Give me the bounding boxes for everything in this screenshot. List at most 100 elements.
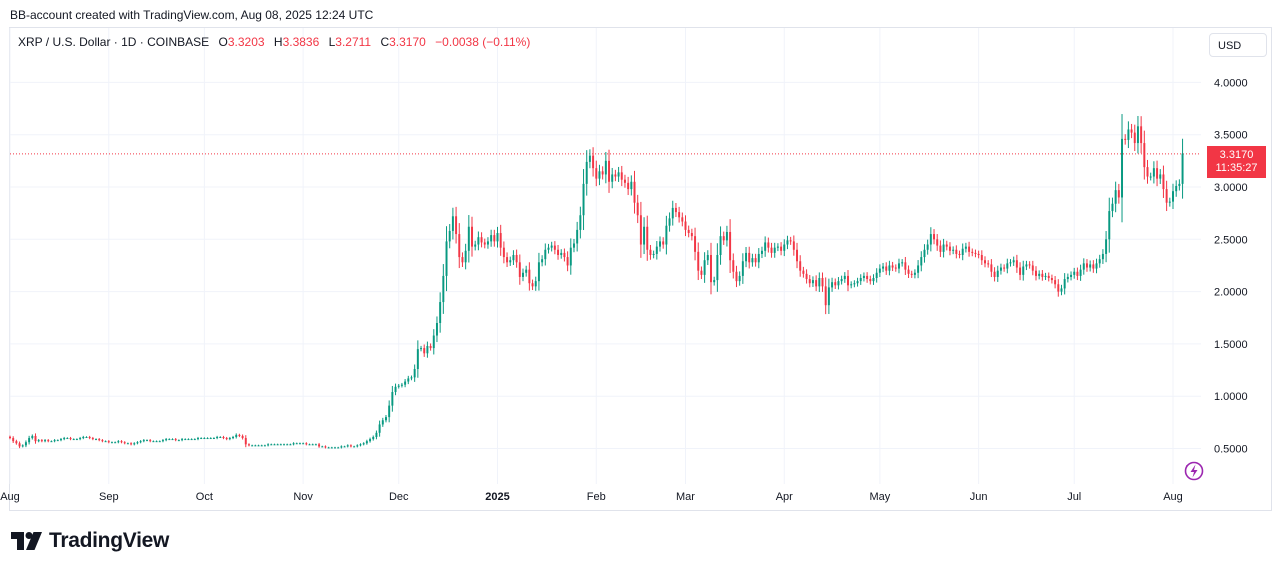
candle[interactable]	[786, 235, 789, 250]
candle[interactable]	[1098, 254, 1101, 268]
candle[interactable]	[426, 341, 429, 358]
candle[interactable]	[923, 244, 926, 263]
candle[interactable]	[987, 260, 990, 268]
candle[interactable]	[378, 420, 381, 437]
candle[interactable]	[974, 249, 977, 258]
candle[interactable]	[1162, 165, 1165, 198]
candle[interactable]	[1146, 159, 1149, 184]
candle[interactable]	[1165, 180, 1168, 212]
candle[interactable]	[948, 242, 951, 256]
candle[interactable]	[1108, 197, 1111, 253]
candle[interactable]	[764, 236, 767, 257]
candle[interactable]	[611, 167, 614, 189]
candle[interactable]	[464, 243, 467, 270]
candle[interactable]	[789, 236, 792, 245]
candle[interactable]	[1079, 264, 1082, 281]
candle[interactable]	[28, 435, 31, 445]
candle[interactable]	[324, 445, 327, 449]
candle[interactable]	[187, 438, 190, 441]
candle[interactable]	[1168, 197, 1171, 207]
candle[interactable]	[63, 436, 66, 441]
candle[interactable]	[1092, 260, 1095, 273]
candle[interactable]	[541, 255, 544, 267]
candle[interactable]	[1054, 276, 1057, 289]
candle[interactable]	[837, 277, 840, 290]
candle[interactable]	[802, 266, 805, 278]
candle[interactable]	[165, 437, 168, 442]
candle[interactable]	[340, 445, 343, 449]
candle[interactable]	[104, 440, 107, 443]
candle[interactable]	[375, 430, 378, 440]
candle[interactable]	[636, 194, 639, 224]
candle[interactable]	[232, 435, 235, 440]
candle[interactable]	[796, 242, 799, 269]
candle[interactable]	[719, 226, 722, 265]
candle[interactable]	[1101, 249, 1104, 264]
candle[interactable]	[346, 444, 349, 448]
candle[interactable]	[751, 253, 754, 267]
candle[interactable]	[690, 228, 693, 241]
candle[interactable]	[82, 435, 85, 440]
candle[interactable]	[1031, 260, 1034, 276]
candle[interactable]	[209, 437, 212, 440]
candle[interactable]	[483, 238, 486, 249]
candle[interactable]	[34, 433, 37, 444]
candle[interactable]	[955, 245, 958, 259]
candle[interactable]	[142, 439, 145, 443]
candle[interactable]	[1114, 181, 1117, 213]
candle[interactable]	[783, 239, 786, 257]
candle[interactable]	[512, 250, 515, 266]
candle[interactable]	[869, 275, 872, 285]
candle[interactable]	[1133, 124, 1136, 152]
candle[interactable]	[681, 212, 684, 227]
candle[interactable]	[859, 274, 862, 285]
candle[interactable]	[203, 437, 206, 440]
candle[interactable]	[146, 439, 148, 442]
candle[interactable]	[471, 216, 474, 257]
candle[interactable]	[662, 237, 665, 249]
candle[interactable]	[993, 267, 996, 282]
candle[interactable]	[566, 251, 569, 272]
candle[interactable]	[885, 262, 888, 275]
candle[interactable]	[646, 215, 649, 261]
candle[interactable]	[410, 375, 413, 381]
candle[interactable]	[247, 443, 250, 447]
candle[interactable]	[1156, 160, 1159, 187]
candle[interactable]	[168, 438, 171, 441]
candle[interactable]	[1050, 274, 1053, 284]
candle[interactable]	[557, 244, 560, 260]
candle[interactable]	[760, 246, 763, 259]
candle[interactable]	[40, 439, 43, 443]
candle[interactable]	[1085, 259, 1088, 272]
candle[interactable]	[999, 263, 1002, 275]
candle[interactable]	[588, 149, 591, 169]
candle[interactable]	[929, 227, 932, 252]
candle[interactable]	[709, 242, 712, 295]
candle[interactable]	[799, 255, 802, 277]
candle[interactable]	[257, 444, 260, 447]
candle[interactable]	[69, 436, 72, 441]
candle[interactable]	[79, 436, 82, 441]
candle[interactable]	[95, 438, 98, 441]
candle[interactable]	[1117, 183, 1120, 204]
candle[interactable]	[327, 446, 330, 449]
candle[interactable]	[31, 434, 34, 440]
candle[interactable]	[579, 206, 582, 239]
candle[interactable]	[1175, 180, 1178, 197]
candle[interactable]	[251, 444, 254, 447]
candle[interactable]	[907, 265, 910, 279]
candle[interactable]	[964, 242, 967, 253]
candle[interactable]	[1035, 266, 1037, 281]
candle[interactable]	[649, 244, 652, 260]
candle[interactable]	[314, 443, 317, 446]
candle[interactable]	[18, 441, 21, 449]
candle[interactable]	[381, 417, 384, 427]
candle[interactable]	[738, 271, 741, 286]
candle[interactable]	[725, 225, 728, 247]
candle[interactable]	[21, 444, 24, 448]
candle[interactable]	[117, 440, 120, 444]
candle[interactable]	[1057, 279, 1060, 297]
candle[interactable]	[59, 437, 62, 442]
candle[interactable]	[926, 239, 929, 255]
candle[interactable]	[815, 275, 818, 292]
